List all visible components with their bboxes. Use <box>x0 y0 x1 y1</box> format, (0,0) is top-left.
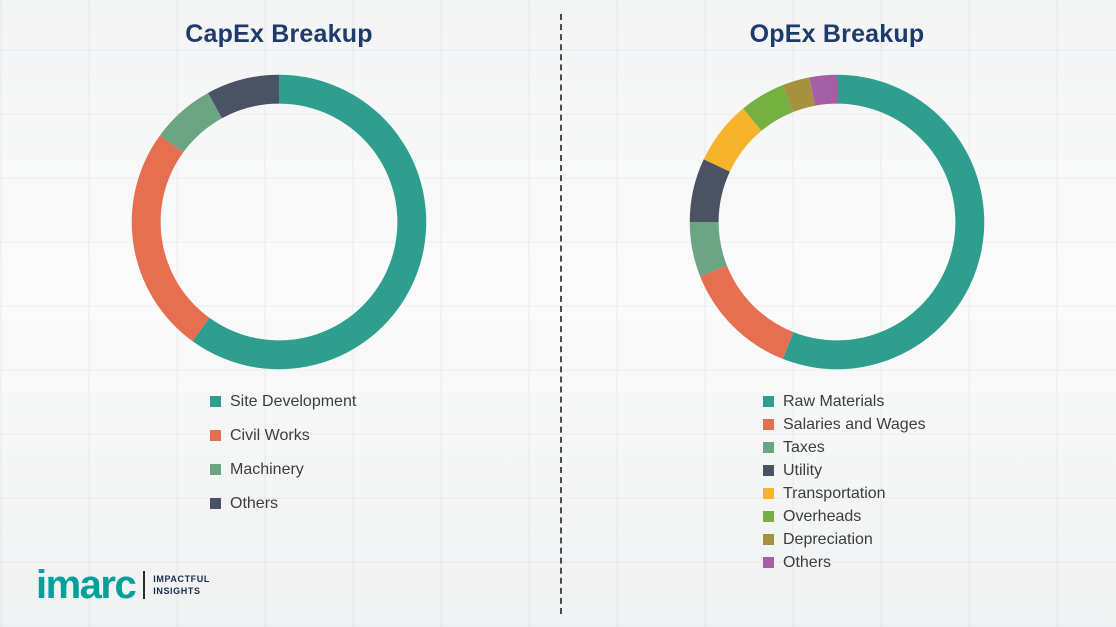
legend-swatch <box>763 442 774 453</box>
donut-segment-raw-materials <box>782 74 985 370</box>
legend-item: Utility <box>763 461 926 480</box>
legend-label: Transportation <box>783 485 886 502</box>
legend-swatch <box>210 498 221 509</box>
tagline-line-1: IMPACTFUL <box>153 573 210 584</box>
opex-panel: OpEx Breakup Raw Materials Salaries and W… <box>558 0 1116 627</box>
legend-swatch <box>763 557 774 568</box>
legend-item: Salaries and Wages <box>763 415 926 434</box>
legend-swatch <box>210 396 221 407</box>
legend-swatch <box>763 465 774 476</box>
legend-item: Transportation <box>763 484 926 503</box>
logo-divider-bar <box>143 571 146 599</box>
legend-swatch <box>210 430 221 441</box>
tagline-line-2: INSIGHTS <box>153 586 201 596</box>
capex-donut-chart <box>131 74 427 370</box>
legend-label: Civil Works <box>230 427 310 444</box>
legend-swatch <box>763 511 774 522</box>
legend-label: Utility <box>783 462 823 479</box>
imarc-wordmark: imarc <box>36 563 137 607</box>
legend-label: Machinery <box>230 461 304 478</box>
legend-swatch <box>763 419 774 430</box>
legend-swatch <box>763 488 774 499</box>
legend-label: Others <box>783 554 832 571</box>
donut-segment-taxes <box>689 222 727 277</box>
donut-segment-others <box>809 74 837 106</box>
legend-item: Machinery <box>210 460 356 479</box>
donut-segment-transportation <box>703 108 762 172</box>
opex-legend: Raw Materials Salaries and Wages Taxes Util… <box>763 392 926 572</box>
capex-panel: CapEx Breakup Site Development Civil Work… <box>125 20 433 513</box>
capex-chart-title: CapEx Breakup <box>185 20 373 48</box>
legend-label: Salaries and Wages <box>783 416 926 433</box>
legend-label: Others <box>230 495 279 512</box>
donut-segment-site-development <box>192 74 427 370</box>
opex-chart-title: OpEx Breakup <box>749 20 925 48</box>
legend-label: Site Development <box>230 393 357 410</box>
legend-item: Others <box>763 553 926 572</box>
donut-segment-overheads <box>743 85 794 131</box>
donut-segment-depreciation <box>782 77 815 112</box>
donut-segment-others <box>208 74 279 119</box>
legend-swatch <box>763 534 774 545</box>
donut-segment-utility <box>689 159 730 222</box>
legend-label: Raw Materials <box>783 393 885 410</box>
opex-donut-wrap <box>683 68 991 376</box>
legend-label: Overheads <box>783 508 862 525</box>
donut-segment-machinery <box>159 92 222 153</box>
legend-item: Civil Works <box>210 426 356 445</box>
legend-item: Taxes <box>763 438 926 457</box>
donut-segment-salaries-and-wages <box>700 265 794 359</box>
donut-segment-civil-works <box>131 135 210 342</box>
vertical-dashed-divider <box>560 14 562 614</box>
legend-item: Raw Materials <box>763 392 926 411</box>
legend-item: Overheads <box>763 507 926 526</box>
imarc-tagline: IMPACTFUL INSIGHTS <box>153 573 210 597</box>
legend-label: Taxes <box>783 439 825 456</box>
legend-swatch <box>763 396 774 407</box>
capex-donut-wrap <box>125 68 433 376</box>
opex-donut-chart <box>689 74 985 370</box>
legend-item: Depreciation <box>763 530 926 549</box>
legend-swatch <box>210 464 221 475</box>
legend-item: Site Development <box>210 392 356 411</box>
legend-label: Depreciation <box>783 531 873 548</box>
capex-legend: Site Development Civil Works Machinery Othe… <box>210 392 356 513</box>
legend-item: Others <box>210 494 356 513</box>
imarc-logo: imarc IMPACTFUL INSIGHTS <box>36 565 210 605</box>
